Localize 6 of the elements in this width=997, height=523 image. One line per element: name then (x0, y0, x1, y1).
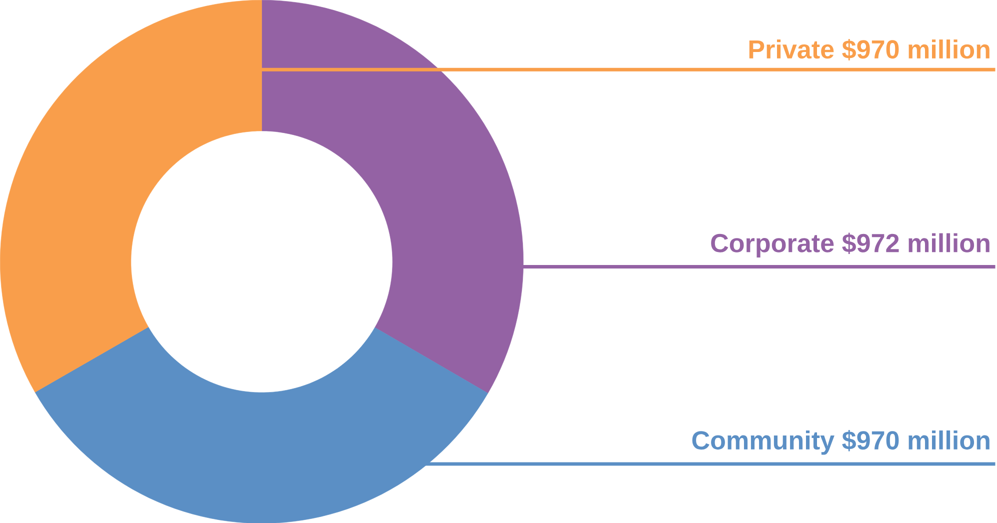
slice-label: Community (692, 430, 834, 455)
data-label: $970 million (842, 38, 990, 60)
data-label: $970 million (842, 430, 990, 452)
slice-label: Corporate (711, 234, 834, 258)
slice-label: Private (749, 39, 834, 58)
data-label: $972 million (842, 232, 990, 254)
